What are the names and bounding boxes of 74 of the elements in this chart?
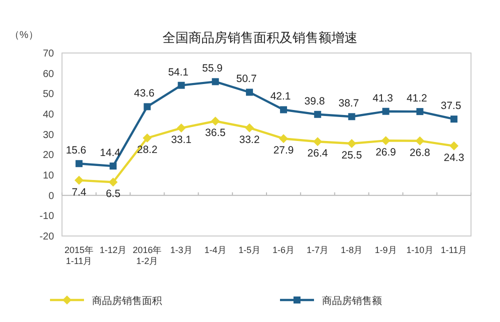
data-label: 6.5 [106, 188, 121, 200]
point [416, 108, 424, 116]
point [212, 78, 219, 86]
x-tick-label: 1-7月 [306, 245, 329, 255]
x-tick-label: 2015年 1-11月 [64, 245, 94, 266]
x-tick-label: 1-10月 [406, 245, 434, 255]
point [450, 116, 458, 123]
data-label: 27.9 [273, 144, 294, 157]
data-label: 26.8 [410, 146, 430, 159]
data-label: 50.7 [236, 73, 257, 86]
data-label: 36.5 [205, 127, 226, 140]
point [313, 137, 322, 146]
point [210, 116, 220, 126]
point [314, 110, 322, 118]
point [144, 103, 151, 110]
x-tick-label: 1-5月 [238, 245, 260, 255]
point [110, 162, 117, 170]
data-label: 41.3 [372, 92, 394, 104]
x-tick-label: 1-11月 [440, 245, 468, 255]
data-label: 39.8 [304, 95, 326, 108]
legend-label: 商品房销售面积 [92, 295, 162, 307]
point [142, 133, 152, 142]
legend-label: 商品房销售额 [322, 295, 382, 307]
data-label: 37.5 [440, 100, 462, 112]
data-label: 14.4 [100, 147, 121, 160]
data-label: 55.9 [202, 62, 223, 75]
data-label: 7.4 [72, 186, 86, 198]
data-label: 33.1 [171, 134, 192, 146]
y-tick-label: 0 [48, 190, 54, 202]
y-tick-label: 30 [42, 130, 54, 141]
x-tick-label: 1-9月 [374, 245, 397, 255]
point [246, 88, 253, 96]
chart-title: 全国商品房销售面积及销售额增速 [162, 30, 358, 45]
y-tick-label: 70 [42, 48, 54, 60]
point [347, 138, 356, 148]
y-axis-title: （%） [10, 30, 38, 41]
x-tick-label: 1-3月 [170, 245, 192, 255]
point [279, 134, 288, 144]
y-tick-label: 40 [42, 110, 54, 120]
point [74, 176, 84, 185]
point [382, 108, 390, 115]
data-label: 25.5 [341, 149, 362, 162]
point [178, 82, 185, 89]
x-tick-label: 2016年 1-2月 [132, 245, 162, 266]
point [415, 136, 424, 146]
point [244, 123, 254, 132]
data-label: 42.1 [270, 90, 291, 103]
data-label: 15.6 [66, 144, 86, 157]
x-tick-label: 1-8月 [340, 245, 363, 255]
y-tick-label: 20 [42, 150, 54, 162]
y-tick-label: 50 [42, 89, 54, 100]
point [348, 113, 356, 120]
data-label: 54.1 [168, 66, 189, 78]
y-tick-label: 60 [42, 68, 54, 80]
x-tick-label: 1-12月 [100, 245, 127, 255]
y-tick-label: -10 [40, 211, 54, 222]
point [280, 106, 288, 114]
data-label: 28.2 [136, 144, 158, 156]
point [176, 124, 186, 133]
x-tick-label: 1-6月 [272, 245, 295, 255]
data-label: 26.9 [376, 146, 396, 159]
point [449, 141, 458, 150]
data-label: 26.4 [307, 148, 328, 160]
data-label: 41.2 [406, 92, 428, 105]
data-label: 43.6 [134, 88, 155, 100]
point [381, 136, 390, 146]
data-label: 24.3 [444, 152, 464, 164]
data-label: 33.2 [239, 134, 260, 146]
point [108, 178, 118, 187]
y-tick-label: -20 [40, 232, 54, 242]
data-label: 38.7 [338, 98, 360, 110]
point [76, 160, 83, 168]
x-tick-label: 1-4月 [204, 245, 226, 255]
y-tick-label: 10 [42, 170, 54, 182]
